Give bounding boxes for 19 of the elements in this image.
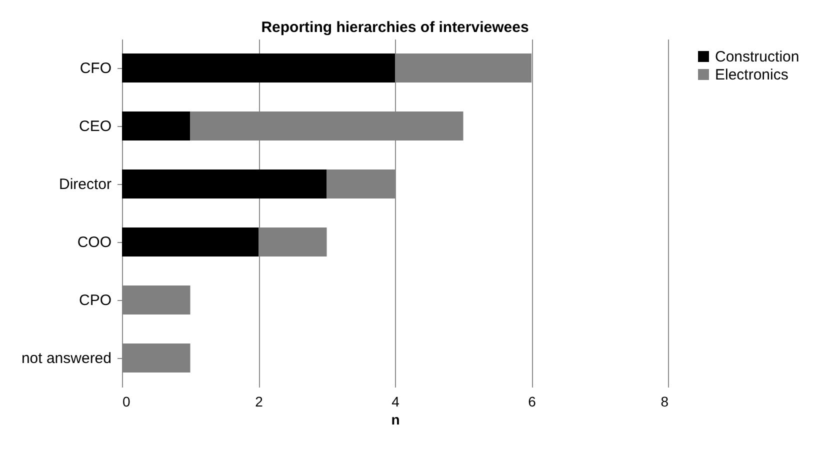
chart-title: Reporting hierarchies of interviewees <box>261 19 529 36</box>
x-tick-label: 6 <box>528 394 536 410</box>
y-tick-label: not answered <box>21 350 112 367</box>
x-tick-label: 0 <box>122 394 130 410</box>
y-tick-label: Director <box>58 176 112 193</box>
bar <box>122 112 190 140</box>
x-tick-label: 4 <box>392 394 400 410</box>
bar <box>122 54 395 82</box>
bar <box>122 170 327 198</box>
y-tick-label: COO <box>77 234 112 251</box>
legend-label: Construction <box>715 48 800 66</box>
x-tick-label: 8 <box>660 394 669 410</box>
bar <box>122 228 258 256</box>
y-tick-label: CFO <box>80 60 112 77</box>
y-tick-label: CEO <box>78 118 112 135</box>
x-tick-label: 2 <box>255 394 264 410</box>
x-axis-title: n <box>391 412 400 428</box>
legend-label: Electronics <box>715 66 788 84</box>
y-tick-label: CPO <box>78 292 112 309</box>
